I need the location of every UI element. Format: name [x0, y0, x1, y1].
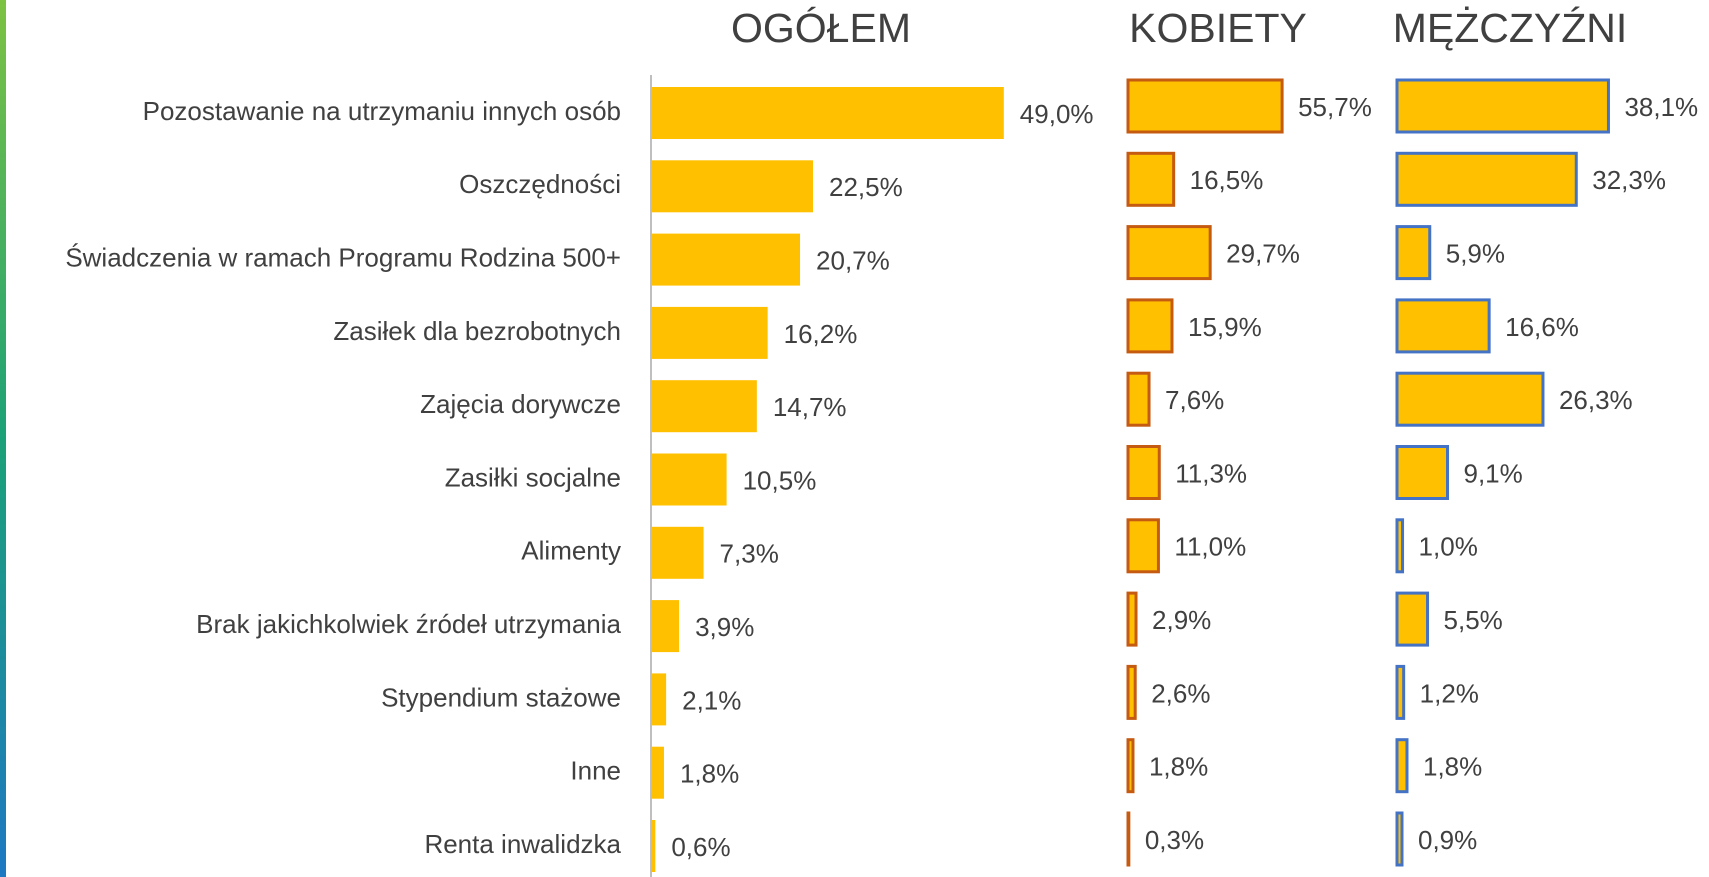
category-label: Alimenty [521, 536, 621, 566]
bar [1395, 151, 1578, 207]
bar [1395, 664, 1406, 720]
value-label: 1,0% [1419, 532, 1478, 562]
bar [1395, 811, 1404, 867]
category-label: Brak jakichkolwiek źródeł utrzymania [196, 609, 621, 639]
chart-title: OGÓŁEM [731, 5, 911, 51]
value-label: 15,9% [1188, 312, 1262, 342]
value-label: 26,3% [1559, 385, 1633, 415]
category-label: Świadczenia w ramach Programu Rodzina 50… [65, 242, 621, 272]
value-label: 20,7% [816, 245, 890, 275]
value-label: 7,3% [720, 539, 779, 569]
value-label: 1,8% [680, 759, 739, 789]
category-label: Zasiłki socjalne [445, 462, 621, 492]
bar [1395, 591, 1430, 647]
bar [1395, 298, 1491, 354]
value-label: 9,1% [1464, 458, 1523, 488]
bar [651, 673, 667, 726]
value-label: 2,6% [1151, 678, 1210, 708]
category-label: Inne [570, 756, 621, 786]
value-label: 22,5% [829, 172, 903, 202]
bar [651, 600, 680, 653]
chart-title: MĘŻCZYŹNI [1393, 5, 1628, 51]
bar [651, 526, 704, 579]
bar [1126, 151, 1176, 207]
value-label: 1,8% [1423, 752, 1482, 782]
bar [1126, 445, 1161, 500]
value-label: 14,7% [773, 392, 847, 422]
bar [1126, 738, 1135, 794]
value-label: 10,5% [743, 465, 817, 495]
bar [1395, 518, 1405, 574]
bar [1126, 811, 1131, 867]
category-label: Oszczędności [459, 169, 621, 199]
value-label: 49,0% [1020, 99, 1094, 129]
bar [1126, 371, 1151, 427]
bar [651, 380, 757, 433]
bar [651, 160, 813, 213]
value-label: 3,9% [695, 612, 754, 642]
bar [651, 820, 656, 872]
bar [1395, 225, 1432, 281]
bar [651, 233, 801, 286]
category-label: Stypendium stażowe [381, 682, 621, 712]
value-label: 2,1% [682, 685, 741, 715]
bar [651, 453, 727, 506]
bar [1395, 78, 1610, 134]
bar [1126, 518, 1160, 574]
bar [651, 87, 1004, 139]
value-label: 16,2% [784, 319, 858, 349]
value-label: 16,6% [1505, 312, 1579, 342]
bar [1395, 445, 1450, 500]
category-label: Renta inwalidzka [424, 829, 621, 859]
value-label: 0,9% [1418, 825, 1477, 855]
value-label: 11,3% [1175, 458, 1247, 488]
value-label: 2,9% [1152, 605, 1211, 635]
bar [1126, 225, 1212, 281]
bar [1126, 664, 1137, 720]
value-label: 11,0% [1174, 532, 1246, 562]
chart-title: KOBIETY [1129, 5, 1307, 51]
value-label: 38,1% [1624, 92, 1698, 122]
bar [1126, 591, 1138, 647]
value-label: 1,2% [1420, 678, 1479, 708]
category-label: Zajęcia dorywcze [420, 389, 621, 419]
value-label: 1,8% [1149, 752, 1208, 782]
value-label: 5,9% [1446, 238, 1505, 268]
bar [651, 746, 664, 799]
side-strip [0, 0, 6, 877]
value-label: 7,6% [1165, 385, 1224, 415]
bar [1395, 371, 1545, 427]
value-label: 32,3% [1592, 165, 1666, 195]
value-label: 0,6% [671, 832, 730, 862]
value-label: 5,5% [1444, 605, 1503, 635]
value-label: 55,7% [1298, 92, 1372, 122]
category-label: Pozostawanie na utrzymaniu innych osób [143, 96, 621, 126]
value-label: 16,5% [1190, 165, 1264, 195]
bar [1395, 738, 1409, 794]
bar [1126, 78, 1284, 134]
value-label: 0,3% [1145, 825, 1204, 855]
bar [651, 306, 768, 359]
bar [1126, 298, 1174, 354]
category-label: Zasiłek dla bezrobotnych [333, 316, 621, 346]
value-label: 29,7% [1226, 238, 1300, 268]
